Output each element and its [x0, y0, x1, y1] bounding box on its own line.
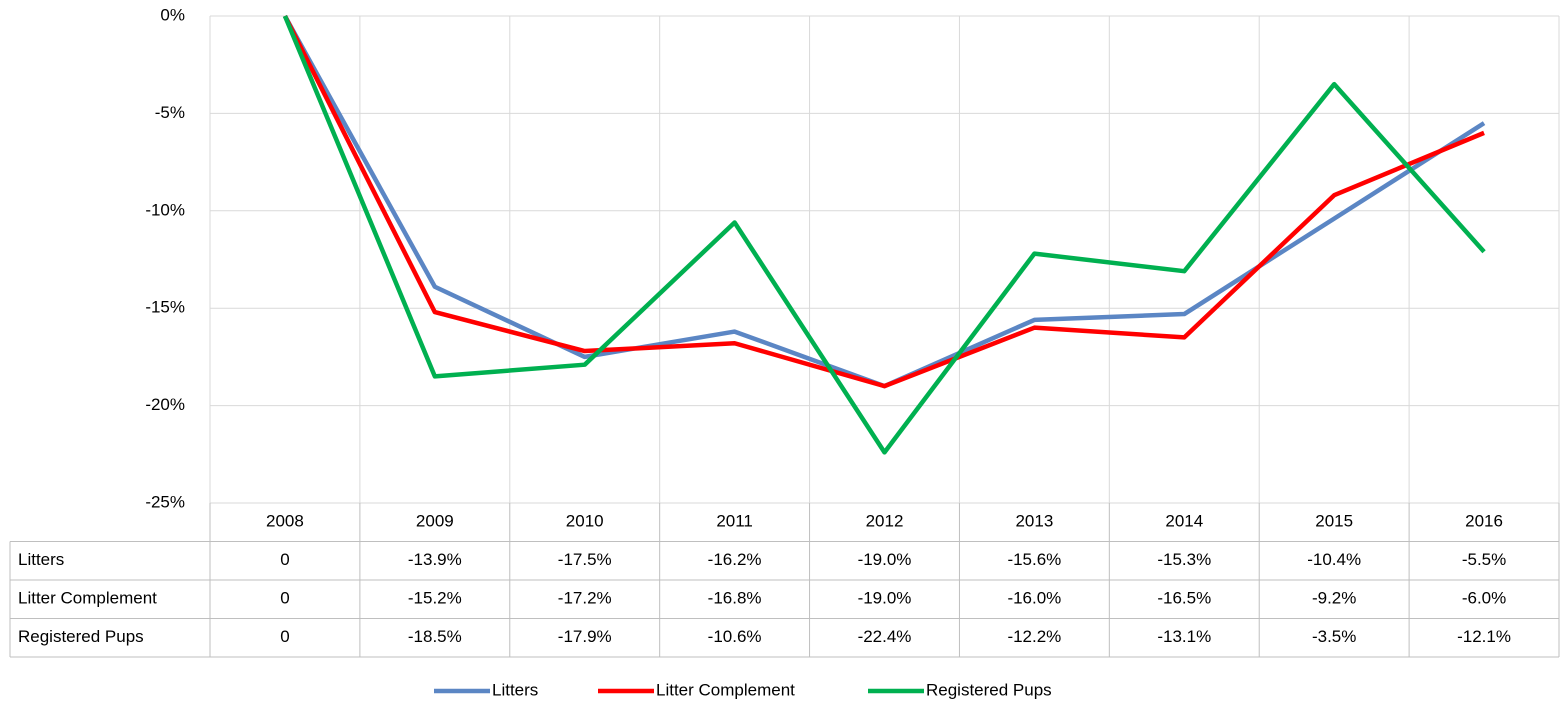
table-row-label: Registered Pups — [18, 627, 144, 646]
y-tick-label: -10% — [145, 200, 185, 219]
table-cell: -15.6% — [1007, 550, 1061, 569]
x-tick-label: 2014 — [1165, 512, 1203, 531]
table-cell: -17.2% — [558, 589, 612, 608]
table-cell: -12.2% — [1007, 627, 1061, 646]
x-tick-label: 2016 — [1465, 512, 1503, 531]
table-cell: -5.5% — [1462, 550, 1506, 569]
table-cell: -17.9% — [558, 627, 612, 646]
series-line — [282, 14, 1486, 389]
table-cell: -13.9% — [408, 550, 462, 569]
x-tick-label: 2015 — [1315, 512, 1353, 531]
table-cell: -16.0% — [1007, 589, 1061, 608]
table-cell: 0 — [280, 589, 289, 608]
table-cell: -18.5% — [408, 627, 462, 646]
table-row-label: Litters — [18, 550, 64, 569]
table-cell: -15.3% — [1157, 550, 1211, 569]
table-cell: -22.4% — [858, 627, 912, 646]
x-tick-label: 2008 — [266, 512, 304, 531]
x-tick-label: 2013 — [1015, 512, 1053, 531]
y-tick-label: -20% — [145, 395, 185, 414]
table-cell: -3.5% — [1312, 627, 1356, 646]
table-cell: -16.5% — [1157, 589, 1211, 608]
table-cell: -9.2% — [1312, 589, 1356, 608]
x-tick-label: 2012 — [866, 512, 904, 531]
table-cell: -13.1% — [1157, 627, 1211, 646]
x-tick-label: 2009 — [416, 512, 454, 531]
y-tick-label: -5% — [155, 103, 185, 122]
table-cell: -16.2% — [708, 550, 762, 569]
table-cell: -10.6% — [708, 627, 762, 646]
y-tick-label: -15% — [145, 298, 185, 317]
table-cell: -15.2% — [408, 589, 462, 608]
table-cell: 0 — [280, 627, 289, 646]
table-cell: -12.1% — [1457, 627, 1511, 646]
y-tick-label: 0% — [160, 5, 185, 24]
x-tick-label: 2010 — [566, 512, 604, 531]
table-row-label: Litter Complement — [18, 589, 157, 608]
series-line — [282, 15, 1486, 455]
table-cell: -6.0% — [1462, 589, 1506, 608]
table-cell: -16.8% — [708, 589, 762, 608]
series-line — [282, 14, 1485, 389]
x-tick-label: 2011 — [716, 512, 753, 531]
legend-label: Litter Complement — [656, 680, 795, 699]
legend-label: Registered Pups — [926, 680, 1052, 699]
table-cell: 0 — [280, 550, 289, 569]
table-cell: -17.5% — [558, 550, 612, 569]
table-cell: -19.0% — [858, 589, 912, 608]
y-tick-label: -25% — [145, 492, 185, 511]
table-cell: -19.0% — [858, 550, 912, 569]
table-cell: -10.4% — [1307, 550, 1361, 569]
legend-label: Litters — [492, 680, 538, 699]
